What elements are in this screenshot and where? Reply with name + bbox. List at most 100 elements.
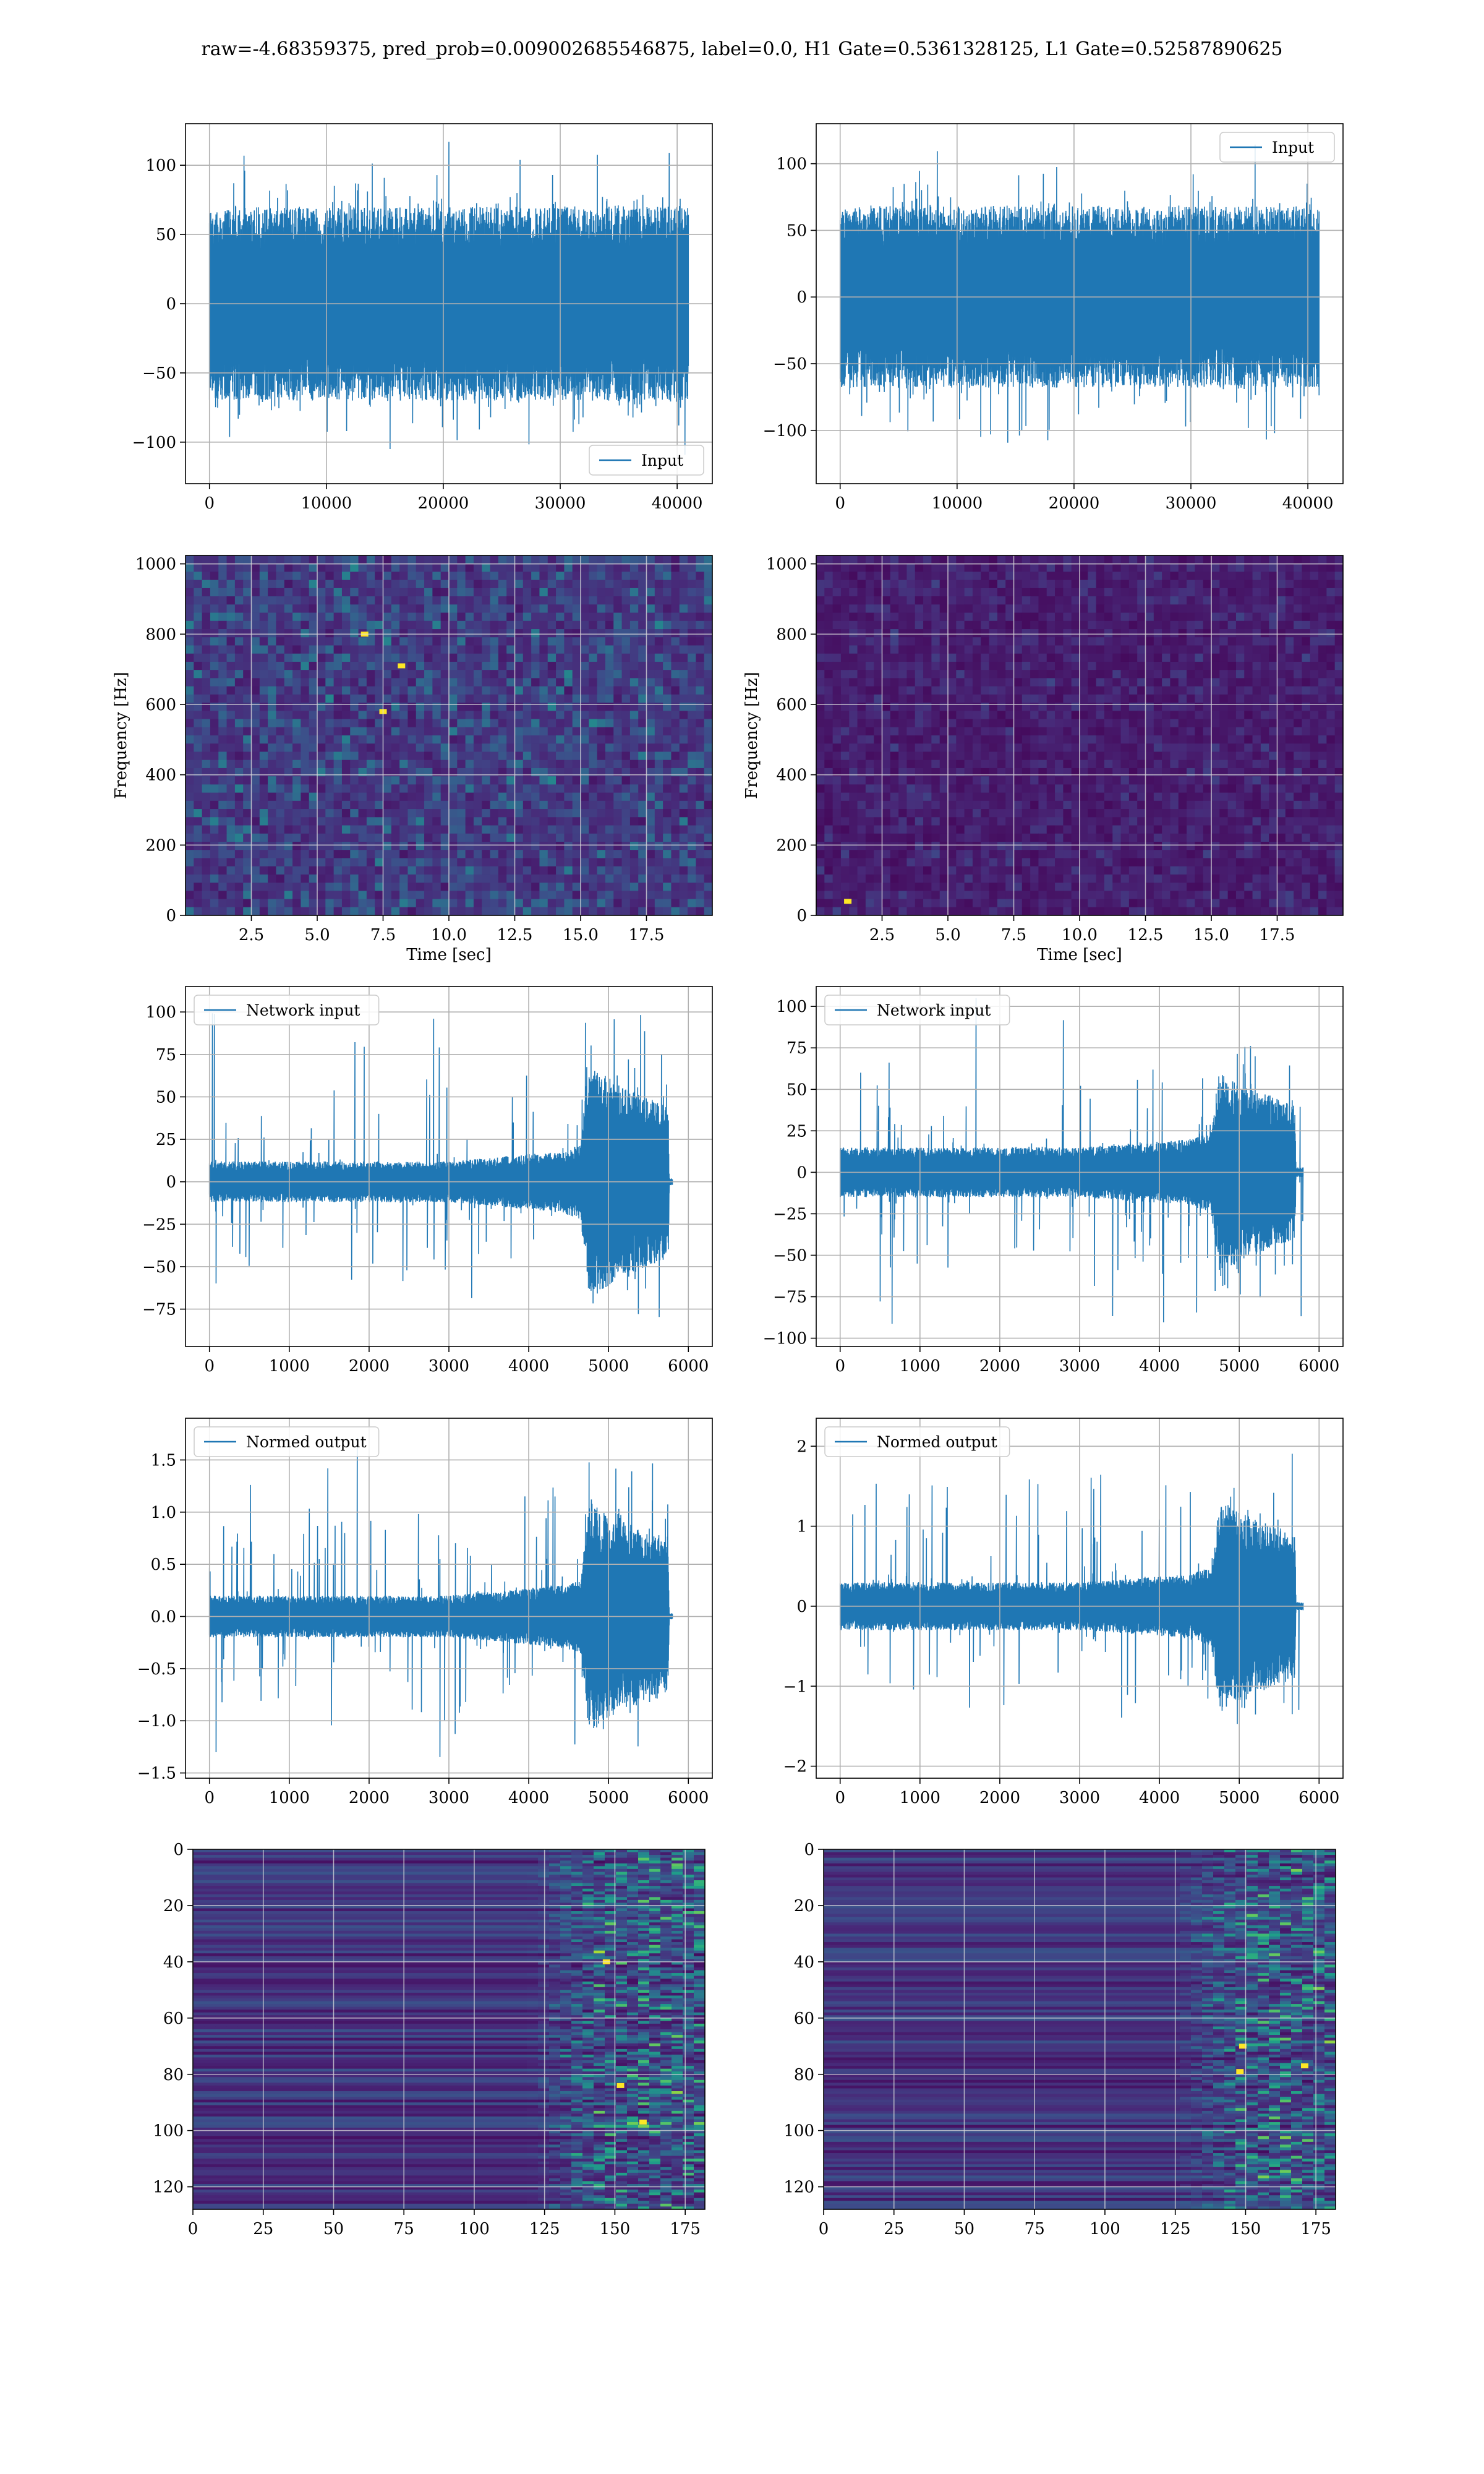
heatmap-cell [407, 711, 417, 720]
heatmap-cell [243, 670, 252, 679]
heatmap-cell [366, 907, 375, 915]
heatmap-cell [194, 661, 203, 670]
heatmap-cell [416, 751, 425, 761]
heatmap-cell [210, 858, 219, 867]
heatmap-cell [1235, 743, 1245, 753]
heatmap-cell [572, 711, 581, 720]
heatmap-cell [210, 686, 219, 695]
heatmap-cell [218, 776, 228, 785]
heatmap-cell [646, 809, 655, 818]
heatmap-cell [613, 841, 623, 850]
heatmap-cell [663, 841, 672, 850]
x-axis-label: Time [sec] [406, 946, 492, 964]
heatmap-cell [1071, 645, 1080, 654]
heatmap-cell [284, 735, 293, 744]
heatmap-cell [210, 883, 219, 891]
heatmap-cell [696, 883, 705, 891]
x-axis: 2.5 5.0 7.5 10.0 12.5 15.0 17.5 [239, 915, 664, 944]
heatmap-cell [646, 899, 655, 908]
heatmap-cell [424, 776, 433, 785]
heatmap-cell [1088, 645, 1097, 654]
heatmap-cell [1326, 776, 1336, 785]
heatmap-cell [874, 703, 883, 711]
heatmap-cell [350, 874, 359, 883]
heatmap-cell [539, 760, 548, 769]
heatmap-cell [1294, 596, 1303, 605]
heatmap-cell [186, 670, 194, 679]
heatmap-cell [375, 760, 384, 769]
heatmap-cell [358, 874, 367, 883]
heatmap-cell [621, 883, 631, 891]
heatmap-cell [490, 850, 499, 859]
heatmap-cell [679, 637, 688, 646]
heatmap-cell [202, 645, 211, 654]
heatmap-cell [391, 653, 400, 662]
heatmap-cell [597, 760, 606, 769]
heatmap-cell [564, 768, 573, 777]
heatmap-cell [473, 653, 482, 662]
heatmap-cell [613, 784, 623, 794]
heatmap-cell [1071, 629, 1080, 638]
heatmap-cell [514, 833, 524, 842]
heatmap-cell [613, 866, 623, 875]
heatmap-cell [482, 612, 491, 622]
heatmap-cell [473, 776, 482, 785]
heatmap-cell [292, 800, 301, 810]
heatmap-cell [1326, 661, 1336, 670]
heatmap-cell [605, 825, 614, 834]
x-tick-label: 20000 [418, 494, 469, 513]
heatmap-cell [1038, 571, 1047, 581]
heatmap-cell [671, 670, 680, 679]
heatmap-cell [309, 588, 318, 597]
heatmap-cell [629, 743, 639, 753]
heatmap-cell [1137, 743, 1146, 753]
heatmap-cell [874, 588, 883, 597]
heatmap-cell [1120, 661, 1130, 670]
heatmap-cell [210, 760, 219, 769]
heatmap-cell [391, 751, 400, 761]
heatmap-cell [333, 571, 343, 581]
heatmap-cell [1071, 604, 1080, 614]
heatmap-cell [194, 776, 203, 785]
heatmap-cell [1021, 784, 1031, 794]
heatmap-cell [309, 809, 318, 818]
heatmap-cell [1211, 760, 1220, 769]
heatmap-cell [997, 784, 1006, 794]
heatmap-cell [589, 833, 598, 842]
heatmap-cell [432, 727, 441, 736]
heatmap-cell [1252, 751, 1261, 761]
heatmap-cell [424, 629, 433, 638]
heatmap-cell [621, 571, 631, 581]
heatmap-cell [358, 596, 367, 605]
heatmap-cell [865, 637, 874, 646]
heatmap-cell [341, 883, 351, 891]
heatmap-cell [218, 588, 228, 597]
heatmap-cell [1088, 727, 1097, 736]
heatmap-cell [234, 743, 244, 753]
heatmap-cell [989, 760, 998, 769]
heatmap-cell [1285, 612, 1294, 622]
heatmap-cell [972, 653, 981, 662]
heatmap-cell [424, 784, 433, 794]
heatmap-cell [613, 620, 623, 630]
heatmap-cell [865, 719, 874, 728]
heatmap-cell [1219, 727, 1229, 736]
heatmap-cell [948, 686, 957, 695]
heatmap-cell [268, 907, 277, 915]
heatmap-cell [375, 850, 384, 859]
heatmap-cell [399, 841, 409, 850]
heatmap-cell [1153, 719, 1162, 728]
heatmap-cell [391, 792, 400, 802]
heatmap-cell [956, 563, 965, 573]
heatmap-cell [202, 653, 211, 662]
heatmap-cell [1269, 563, 1278, 573]
heatmap-cell [531, 776, 540, 785]
heatmap-cell [906, 768, 916, 777]
heatmap-cell [931, 645, 940, 654]
heatmap-cell [1128, 743, 1138, 753]
heatmap-cell [1203, 670, 1212, 679]
heatmap-cell [301, 620, 310, 630]
heatmap-cell [449, 620, 458, 630]
heatmap-cell [259, 588, 268, 597]
heatmap-cell [890, 604, 899, 614]
